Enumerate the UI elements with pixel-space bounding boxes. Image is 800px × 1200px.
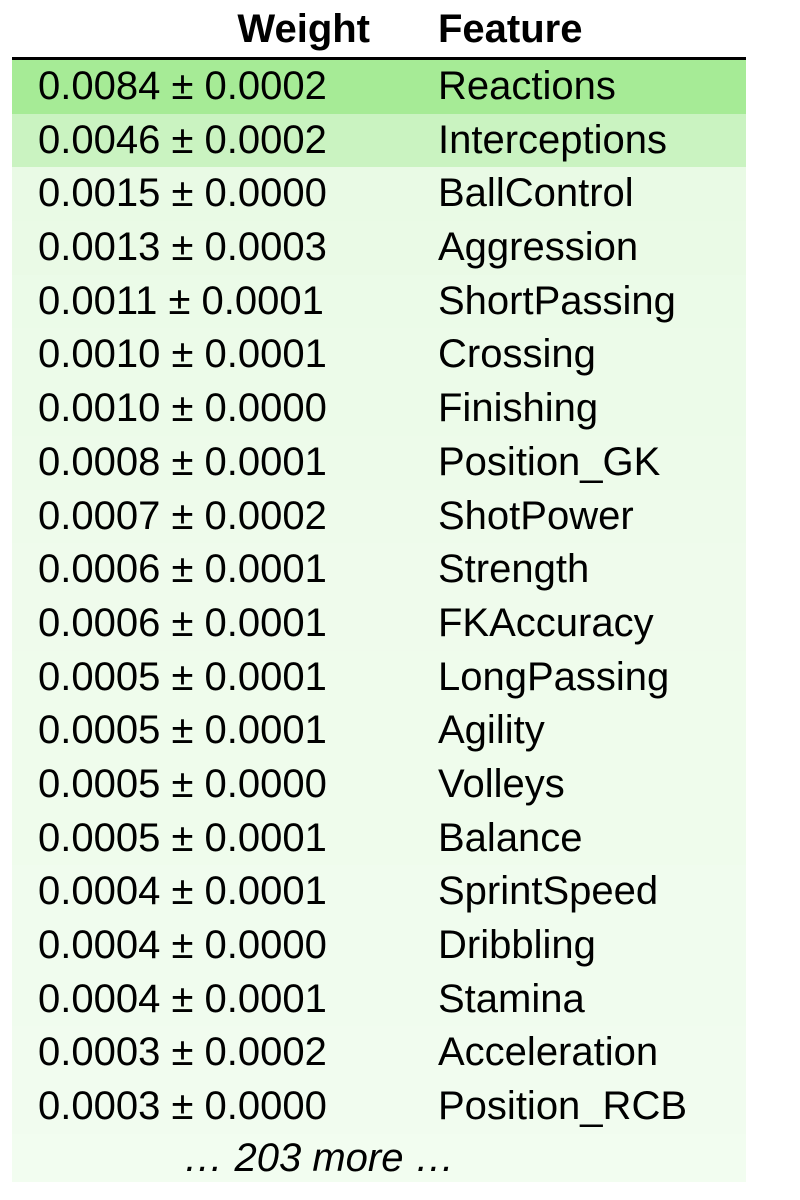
- table-row: 0.0005 ± 0.0001 Agility: [12, 704, 746, 758]
- feature-cell: Finishing: [438, 386, 599, 431]
- weight-cell: 0.0004 ± 0.0001: [38, 976, 327, 1021]
- weight-cell: 0.0003 ± 0.0000: [38, 1084, 327, 1129]
- weight-cell: 0.0005 ± 0.0001: [38, 654, 327, 699]
- weights-table: Weight Feature 0.0084 ± 0.0002 Reactions 0…: [12, 7, 746, 1182]
- table-row: 0.0011 ± 0.0001 ShortPassing: [12, 274, 746, 329]
- table-row: 0.0004 ± 0.0001 Stamina: [12, 972, 746, 1027]
- table-row: 0.0003 ± 0.0002 Acceleration: [12, 1026, 746, 1081]
- weight-cell: 0.0006 ± 0.0001: [38, 547, 327, 592]
- table-row: 0.0006 ± 0.0001 FKAccuracy: [12, 596, 746, 651]
- feature-cell: Aggression: [438, 225, 639, 270]
- feature-cell: Dribbling: [438, 923, 596, 967]
- table-row: 0.0003 ± 0.0000 Position_RCB: [12, 1080, 746, 1134]
- more-rows-note: … 203 more …: [12, 1133, 746, 1182]
- weight-cell: 0.0084 ± 0.0002: [38, 64, 327, 108]
- weight-cell: 0.0005 ± 0.0001: [38, 708, 327, 753]
- table-row: 0.0007 ± 0.0002 ShotPower: [12, 489, 746, 544]
- feature-cell: Position_GK: [438, 439, 661, 484]
- weight-cell: 0.0005 ± 0.0001: [38, 815, 327, 860]
- feature-cell: Stamina: [438, 976, 585, 1021]
- weight-cell: 0.0011 ± 0.0001: [38, 278, 324, 323]
- table-row: 0.0004 ± 0.0000 Dribbling: [12, 919, 746, 973]
- table-row: 0.0006 ± 0.0001 Strength: [12, 543, 746, 597]
- weight-cell: 0.0003 ± 0.0002: [38, 1030, 327, 1075]
- feature-cell: Strength: [438, 547, 590, 592]
- table-row: 0.0005 ± 0.0000 Volleys: [12, 757, 746, 812]
- feature-cell: ShortPassing: [438, 278, 676, 323]
- weight-cell: 0.0010 ± 0.0001: [38, 332, 327, 377]
- weight-cell: 0.0046 ± 0.0002: [38, 117, 327, 162]
- feature-cell: ShotPower: [438, 493, 634, 538]
- weight-cell: 0.0010 ± 0.0000: [38, 386, 327, 431]
- weight-cell: 0.0004 ± 0.0000: [38, 923, 327, 967]
- weight-cell: 0.0005 ± 0.0000: [38, 761, 327, 806]
- table-row: 0.0013 ± 0.0003 Aggression: [12, 221, 746, 275]
- table-row: 0.0010 ± 0.0000 Finishing: [12, 382, 746, 436]
- weight-cell: 0.0013 ± 0.0003: [38, 225, 327, 270]
- feature-cell: Interceptions: [438, 117, 668, 162]
- weight-cell: 0.0007 ± 0.0002: [38, 493, 327, 538]
- table-row: 0.0005 ± 0.0001 Balance: [12, 811, 746, 866]
- table-header: Weight Feature: [12, 7, 746, 60]
- table-row: 0.0004 ± 0.0001 SprintSpeed: [12, 865, 746, 919]
- feature-cell: Volleys: [438, 761, 565, 806]
- table-body: 0.0084 ± 0.0002 Reactions 0.0046 ± 0.0002 I…: [12, 60, 746, 1134]
- table-row: 0.0046 ± 0.0002 Interceptions: [12, 113, 746, 168]
- table-row: 0.0084 ± 0.0002 Reactions: [12, 60, 746, 114]
- feature-cell: Acceleration: [438, 1030, 659, 1075]
- weight-cell: 0.0008 ± 0.0001: [38, 439, 327, 484]
- feature-cell: Position_RCB: [438, 1084, 688, 1129]
- feature-cell: Reactions: [438, 64, 616, 108]
- weight-column-header: Weight: [237, 7, 370, 51]
- feature-cell: Crossing: [438, 332, 596, 377]
- feature-cell: BallControl: [438, 171, 634, 216]
- table-row: 0.0015 ± 0.0000 BallControl: [12, 167, 746, 222]
- feature-cell: Balance: [438, 815, 583, 860]
- table-row: 0.0005 ± 0.0001 LongPassing: [12, 650, 746, 705]
- feature-cell: SprintSpeed: [438, 869, 659, 914]
- weight-cell: 0.0004 ± 0.0001: [38, 869, 327, 914]
- table-row: 0.0008 ± 0.0001 Position_GK: [12, 435, 746, 490]
- weight-cell: 0.0006 ± 0.0001: [38, 600, 327, 645]
- feature-column-header: Feature: [438, 7, 583, 51]
- feature-cell: FKAccuracy: [438, 600, 654, 645]
- feature-cell: LongPassing: [438, 654, 670, 699]
- table-row: 0.0010 ± 0.0001 Crossing: [12, 328, 746, 383]
- weight-cell: 0.0015 ± 0.0000: [38, 171, 327, 216]
- feature-cell: Agility: [438, 708, 545, 753]
